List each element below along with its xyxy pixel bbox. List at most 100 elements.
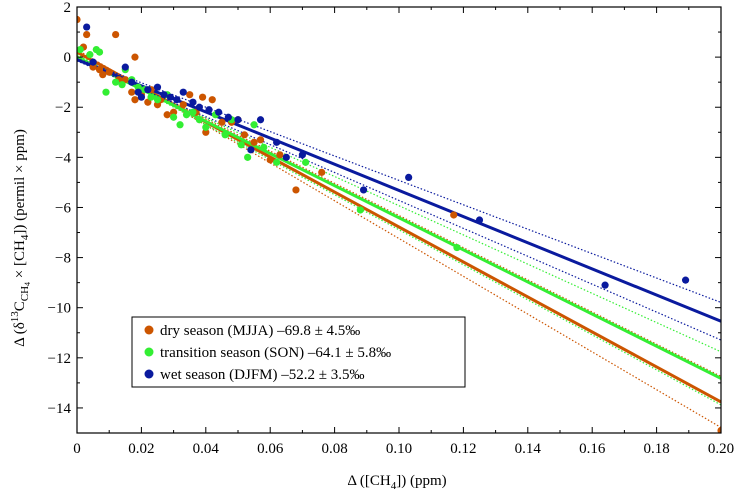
y-tick-label: −14 [48,401,72,417]
data-point-dry [717,426,721,433]
fit-line-transition [77,55,721,380]
data-point-wet [137,93,145,101]
data-point-dry [218,118,226,126]
data-point-dry [179,101,187,109]
data-point-dry [240,131,249,139]
data-point-wet [601,281,609,289]
data-point-transition [202,123,210,131]
data-point-dry [318,168,326,176]
data-point-wet [83,23,91,31]
data-point-wet [195,103,203,111]
data-point-transition [112,78,120,86]
data-point-transition [153,96,162,104]
data-point-wet [273,138,281,146]
legend-label-dry: dry season (MJJA) –69.8 ± 4.5‰ [160,323,360,339]
fit-lower-wet [77,60,721,341]
data-point-wet [153,83,162,91]
data-point-dry [202,128,210,136]
fit-upper-dry [77,54,721,377]
data-point-dry [131,96,139,104]
data-point-dry [105,68,113,76]
data-point-transition [118,81,126,89]
x-tick-label: 0.16 [579,441,606,457]
x-tick-label: 0.14 [515,441,542,457]
data-point-dry [276,151,284,159]
data-point-wet [282,153,290,161]
legend-marker-transition [144,347,154,357]
data-point-transition [102,88,110,96]
data-point-dry [292,186,300,194]
y-tick-label: 0 [64,50,72,66]
x-tick-label: 0.08 [321,441,347,457]
y-tick-label: −8 [55,251,71,267]
data-point-wet [166,93,174,101]
fit-upper-wet [77,57,721,304]
legend-marker-wet [144,369,154,379]
data-point-dry [163,111,171,119]
data-point-dry [83,30,91,39]
data-point-dry [170,108,178,116]
data-point-dry [89,63,97,71]
data-point-dry [208,96,216,104]
data-point-dry [112,30,120,39]
data-point-transition [273,158,281,166]
data-point-wet [681,276,690,284]
data-point-dry [256,136,265,144]
data-point-transition [86,51,94,59]
data-point-transition [244,153,252,161]
data-point-transition [77,46,84,54]
data-point-wet [224,113,232,121]
legend-marker-dry [144,325,154,335]
x-tick-label: 0.02 [128,441,154,457]
data-point-wet [405,173,413,181]
data-point-wet [359,186,368,194]
data-point-transition [176,121,184,129]
data-point-wet [215,108,223,116]
x-tick-label: 0.10 [386,441,412,457]
data-point-transition [182,111,191,119]
fit-lines-layer [77,49,721,429]
y-tick-label: −10 [48,301,71,317]
data-point-wet [179,88,187,96]
y-axis-title: Δ (δ13CCH4 × [CH4]) (permil × ppm) [9,129,32,347]
data-point-dry [99,71,107,79]
data-point-wet [189,98,197,106]
data-point-transition [170,113,178,121]
data-point-dry [128,88,136,96]
data-point-wet [144,86,152,94]
x-tick-label: 0.06 [257,441,284,457]
data-point-dry [266,156,274,164]
data-point-transition [134,83,142,91]
data-point-wet [121,63,129,71]
data-point-transition [147,93,155,101]
fit-upper-transition [77,59,721,353]
y-tick-label: −2 [55,100,71,116]
x-tick-label: 0.12 [450,441,476,457]
legend-label-wet: wet season (DJFM) –52.2 ± 3.5‰ [160,367,364,383]
data-point-transition [95,48,104,56]
data-point-transition [302,158,310,166]
data-point-wet [89,58,97,66]
x-tick-label: 0 [73,441,81,457]
data-point-wet [160,91,168,99]
data-point-dry [450,211,458,219]
y-tick-label: −6 [55,200,71,216]
legend-label-transition: transition season (SON) –64.1 ± 5.8‰ [160,345,391,361]
legend: dry season (MJJA) –69.8 ± 4.5‰ transitio… [131,316,466,388]
data-point-dry [131,53,139,61]
data-point-wet [256,116,265,124]
data-point-wet [475,216,484,224]
data-point-transition [250,121,258,129]
data-point-wet [247,146,255,154]
y-tick-label: −12 [48,351,71,367]
data-point-transition [237,141,245,149]
y-tick-label: 2 [64,0,72,16]
x-tick-label: 0.04 [193,441,220,457]
data-point-transition [453,243,461,252]
data-point-transition [356,206,364,214]
data-points-layer [77,15,721,433]
data-point-wet [234,116,242,124]
data-point-dry [198,93,207,101]
data-point-dry [250,138,258,146]
